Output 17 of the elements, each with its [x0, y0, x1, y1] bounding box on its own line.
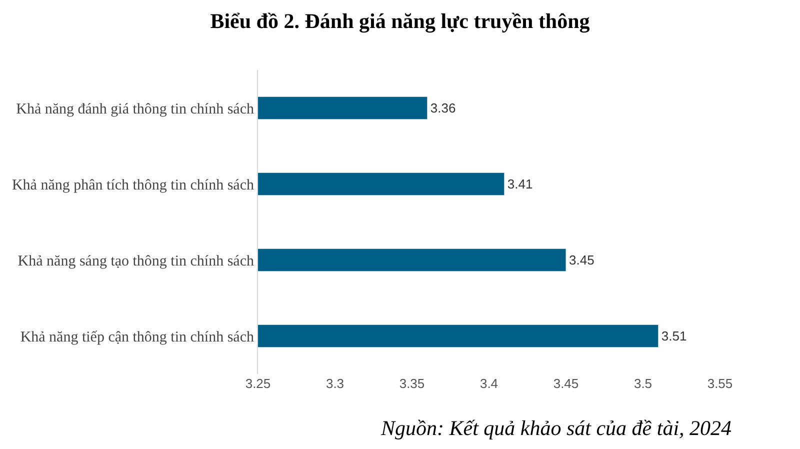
chart-title: Biểu đồ 2. Đánh giá năng lực truyền thông: [210, 9, 590, 34]
data-label: 3.41: [507, 176, 533, 192]
y-tick-label: Khả năng tiếp cận thông tin chính sách: [20, 329, 254, 346]
x-tick-label: 3.3: [326, 376, 344, 391]
data-label: 3.51: [661, 328, 687, 344]
x-tick-label: 3.45: [553, 376, 579, 391]
data-label: 3.45: [569, 252, 594, 268]
x-tick-label: 3.5: [634, 376, 652, 391]
x-tick-label: 3.35: [399, 376, 425, 391]
x-tick-label: 3.25: [245, 376, 271, 391]
data-label: 3.36: [430, 100, 456, 116]
x-tick-label: 3.55: [707, 376, 733, 391]
y-tick-label: Khả năng đánh giá thông tin chính sách: [16, 101, 254, 118]
x-tick-label: 3.4: [480, 376, 498, 391]
y-tick-label: Khả năng sáng tạo thông tin chính sách: [18, 253, 254, 270]
text: Nguồn: Kết quả khảo sát của đề tài, 2024: [380, 416, 732, 440]
y-tick-label: Khả năng phân tích thông tin chính sách: [12, 177, 254, 194]
